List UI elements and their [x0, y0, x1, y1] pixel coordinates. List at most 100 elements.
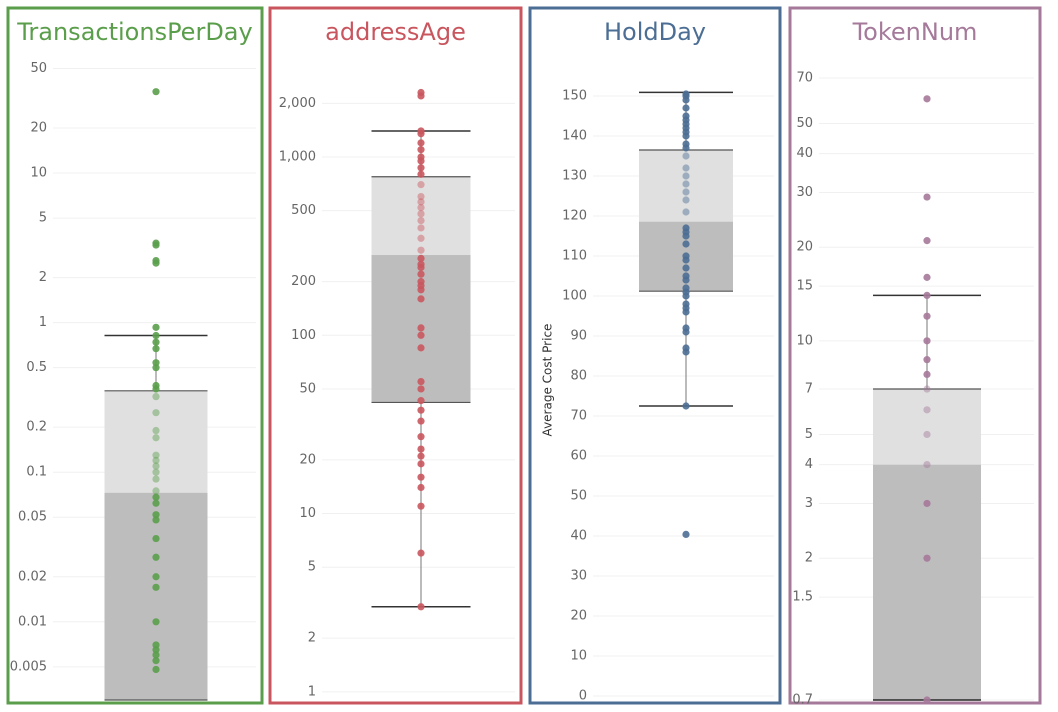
- y-tick-label: 150: [562, 89, 587, 104]
- point: [417, 483, 425, 492]
- point: [417, 385, 425, 393]
- point: [923, 696, 931, 704]
- point: [152, 359, 160, 367]
- y-tick-label: 10: [299, 506, 316, 521]
- point: [417, 234, 425, 242]
- point: [417, 377, 425, 386]
- point: [152, 516, 160, 524]
- point: [417, 331, 425, 339]
- point: [152, 456, 160, 464]
- y-tick-label: 0.2: [26, 420, 47, 435]
- point: [417, 270, 425, 278]
- y-tick-label: 50: [796, 116, 813, 131]
- point: [682, 276, 690, 284]
- panel-title: TokenNum: [852, 18, 978, 46]
- point: [682, 152, 690, 160]
- point: [152, 657, 160, 665]
- panel-title: TransactionsPerDay: [16, 18, 252, 46]
- y-tick-label: 0.7: [792, 693, 813, 708]
- point: [417, 192, 425, 201]
- point: [417, 224, 425, 232]
- y-tick-label: 2: [805, 551, 813, 566]
- point: [152, 573, 160, 581]
- point: [682, 530, 690, 539]
- point: [923, 193, 931, 201]
- y-tick-label: 20: [796, 240, 813, 255]
- y-tick-label: 100: [291, 328, 316, 343]
- y-tick-label: 120: [562, 209, 587, 224]
- point: [152, 426, 160, 435]
- point: [682, 232, 690, 240]
- panel-border: [6, 6, 264, 705]
- y-tick-label: 15: [796, 279, 813, 294]
- y-tick-label: 0.005: [10, 659, 47, 674]
- point: [923, 312, 931, 320]
- point: [152, 665, 160, 674]
- point: [417, 445, 425, 453]
- point: [417, 502, 425, 510]
- point: [682, 196, 690, 204]
- y-tick-label: 20: [30, 121, 47, 136]
- box-upper: [873, 389, 981, 465]
- point: [923, 460, 931, 469]
- point: [152, 88, 160, 96]
- point: [417, 263, 425, 272]
- point: [682, 292, 690, 300]
- y-tick-label: 1,000: [279, 149, 316, 164]
- point: [682, 164, 690, 172]
- point: [152, 468, 160, 476]
- y-tick-label: 20: [570, 609, 587, 624]
- point: [152, 241, 160, 249]
- point: [682, 132, 690, 140]
- point: [682, 96, 690, 104]
- y-tick-label: 0.01: [18, 614, 47, 629]
- point: [417, 254, 425, 262]
- point: [152, 534, 160, 543]
- panel-border: [268, 6, 523, 705]
- point: [682, 180, 690, 188]
- point: [417, 433, 425, 441]
- point: [152, 499, 160, 507]
- y-tick-label: 100: [562, 289, 587, 304]
- panel-border: [788, 6, 1042, 705]
- point: [682, 328, 690, 336]
- y-tick-label: 5: [308, 560, 316, 575]
- box-upper: [639, 150, 733, 222]
- point: [417, 210, 425, 218]
- point: [152, 511, 160, 519]
- point: [923, 337, 931, 345]
- y-tick-label: 500: [291, 203, 316, 218]
- panel-title: HoldDay: [604, 18, 706, 46]
- y-tick-label: 50: [30, 61, 47, 76]
- point: [417, 170, 425, 178]
- y-tick-label: 30: [796, 185, 813, 200]
- y-tick-label: 200: [291, 274, 316, 289]
- y-tick-label: 4: [805, 457, 813, 472]
- point: [417, 460, 425, 468]
- y-tick-label: 30: [570, 569, 587, 584]
- y-tick-label: 2: [39, 270, 47, 285]
- point: [417, 92, 425, 100]
- point: [682, 256, 690, 264]
- point: [152, 475, 160, 483]
- point: [682, 104, 690, 112]
- point: [152, 385, 160, 393]
- point: [923, 499, 931, 508]
- point: [682, 308, 690, 316]
- point: [682, 172, 690, 180]
- point: [923, 291, 931, 300]
- point: [417, 473, 425, 481]
- y-tick-label: 110: [562, 249, 587, 264]
- point: [417, 603, 425, 611]
- y-tick-label: 7: [805, 382, 813, 397]
- y-tick-label: 1.5: [792, 590, 813, 605]
- y-tick-label: 20: [299, 452, 316, 467]
- y-tick-label: 10: [796, 333, 813, 348]
- y-tick-label: 1: [308, 684, 316, 699]
- point: [152, 434, 160, 442]
- point: [417, 452, 425, 460]
- y-tick-label: 40: [570, 529, 587, 544]
- point: [152, 553, 160, 561]
- y-tick-label: 2: [308, 631, 316, 646]
- point: [417, 295, 425, 303]
